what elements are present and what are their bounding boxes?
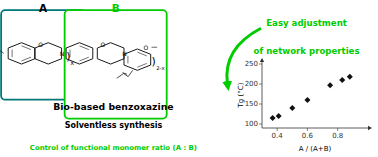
inner-bond [79, 57, 88, 61]
bond [117, 70, 133, 78]
point [289, 105, 295, 111]
scatter-plot: 0.4 0.6 0.8 100 150 200 250 A / (A+B) Tg (°C) [237, 58, 372, 153]
point [339, 77, 345, 83]
x-tick-label: 0.4 [272, 132, 284, 140]
point [270, 115, 276, 121]
point [276, 113, 282, 119]
inner-bond [137, 63, 146, 67]
points [270, 74, 353, 121]
point [347, 74, 353, 80]
inner-bond [22, 46, 31, 50]
annotation: x [70, 59, 74, 67]
annotation: of network properties [254, 46, 360, 56]
annotations: A B Bio-based benzoxazine Solventless synth… [30, 2, 360, 152]
annotation: N [122, 50, 127, 57]
inner-bond [79, 46, 88, 50]
annotation: ) [151, 55, 155, 68]
figure: A B Bio-based benzoxazine Solventless synth… [0, 0, 378, 157]
x-tick [277, 128, 278, 131]
inner-bond [22, 57, 31, 61]
bond [0, 51, 4, 56]
inner-bond [137, 52, 146, 56]
y-axis-label: Tg (°C) [237, 82, 245, 108]
y-axis [262, 62, 263, 128]
annotation: Bio-based benzoxazine [53, 101, 173, 112]
annotation: O [143, 44, 148, 51]
ring [8, 43, 35, 64]
y-axis-arrow [260, 58, 264, 62]
annotation: Solventless synthesis [65, 121, 163, 130]
annotation: O [38, 41, 43, 48]
bond [123, 73, 128, 75]
x-tick [307, 128, 308, 131]
annotation: Control of functional monomer ratio (A :… [30, 144, 197, 152]
annotation: Easy adjustment [266, 18, 347, 28]
y-tick-label: 250 [245, 60, 258, 68]
y-tick-label: 200 [245, 80, 258, 88]
inner-bond [12, 50, 13, 58]
y-tick [259, 84, 262, 85]
y-tick [259, 124, 262, 125]
x-tick-label: 0.6 [302, 132, 314, 140]
point [304, 97, 310, 103]
annotation: A [39, 2, 48, 14]
y-tick-label: 100 [245, 120, 258, 128]
x-axis [262, 128, 368, 129]
x-tick [337, 128, 338, 131]
background [0, 0, 378, 157]
point [327, 82, 333, 88]
x-tick-label: 0.8 [332, 132, 343, 140]
annotation: O [101, 41, 106, 48]
x-axis-arrow [368, 126, 372, 130]
ring [124, 49, 151, 70]
annotation: B [112, 2, 120, 14]
arrow [227, 28, 261, 83]
y-tick [259, 64, 262, 65]
annotation: 2-x [156, 65, 164, 71]
annotation: N [60, 50, 65, 57]
inner-bond [127, 56, 128, 64]
x-axis-label: A / (A+B) [299, 145, 332, 153]
y-tick-label: 150 [245, 100, 258, 108]
bond [151, 47, 157, 48]
y-tick [259, 104, 262, 105]
